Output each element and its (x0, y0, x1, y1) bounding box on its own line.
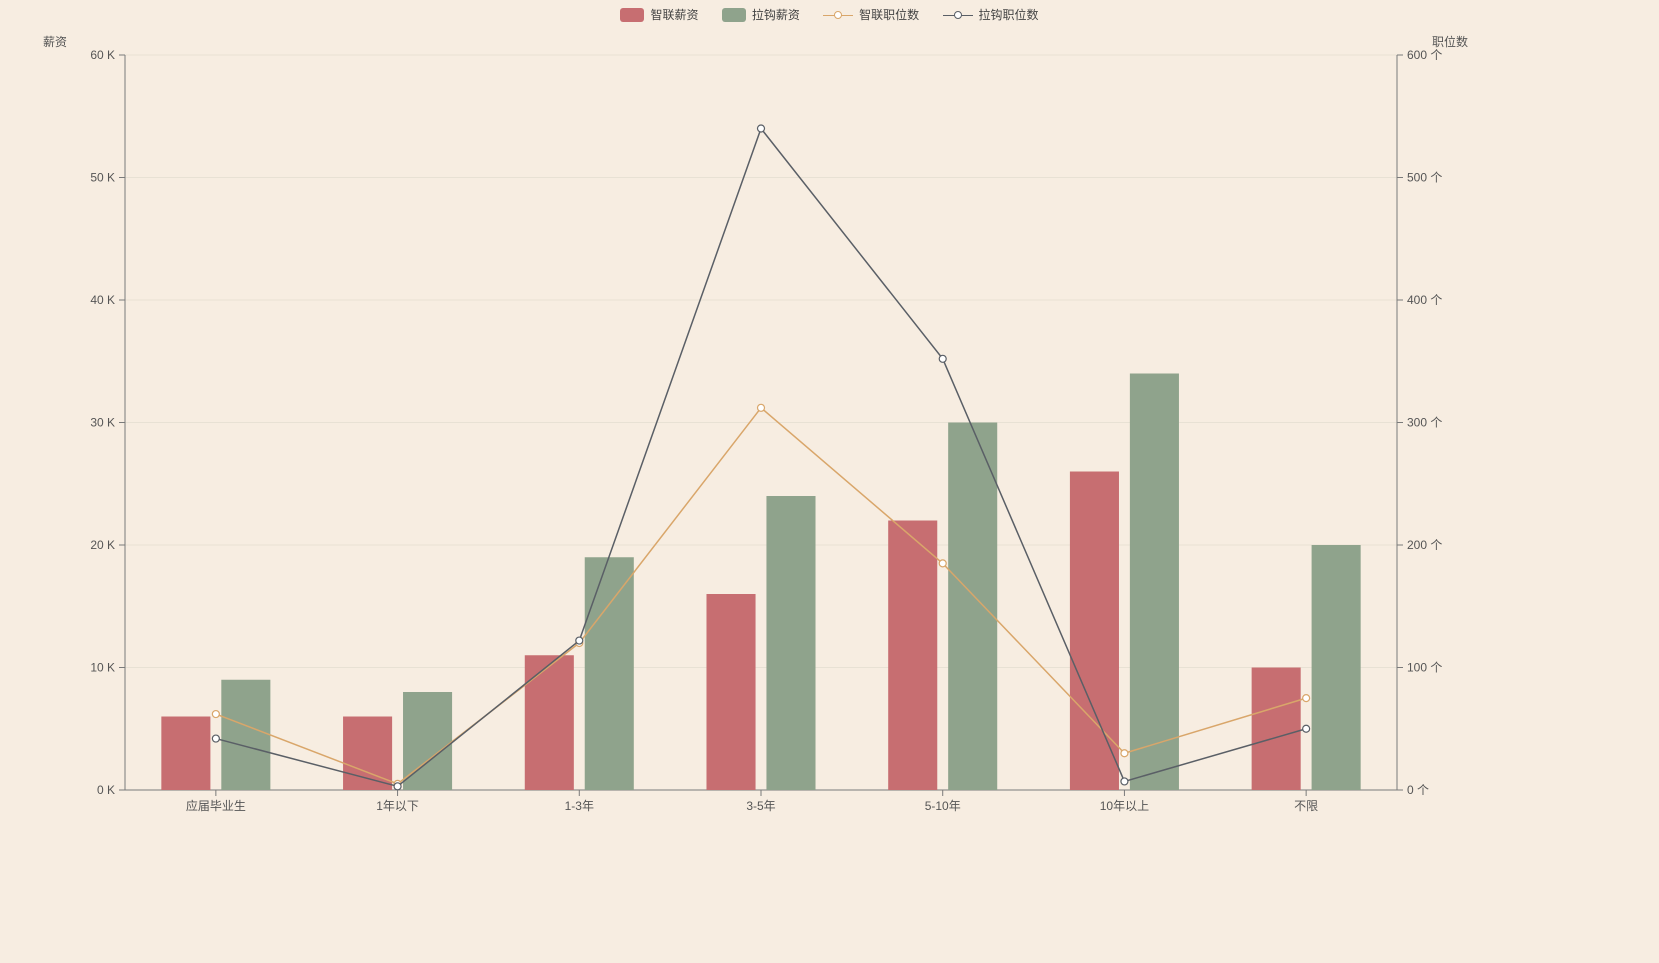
x-tick-label: 10年以上 (1100, 799, 1149, 813)
line-marker[interactable] (758, 125, 765, 132)
bar[interactable] (585, 557, 634, 790)
bar[interactable] (1312, 545, 1361, 790)
svg-text:0 个: 0 个 (1407, 783, 1429, 797)
bar[interactable] (161, 717, 210, 791)
combo-chart: 0 K 10 K 20 K 30 K 40 K 50 K 60 K 0 个 100 个 200 个… (0, 0, 1659, 963)
svg-text:300 个: 300 个 (1407, 416, 1442, 430)
x-tick-label: 3-5年 (746, 799, 775, 813)
bar[interactable] (888, 521, 937, 791)
x-tick-label: 1-3年 (565, 799, 594, 813)
line-marker[interactable] (1303, 725, 1310, 732)
bar[interactable] (525, 655, 574, 790)
line-marker[interactable] (939, 355, 946, 362)
svg-text:40 K: 40 K (90, 293, 115, 307)
svg-text:200 个: 200 个 (1407, 538, 1442, 552)
line-marker[interactable] (576, 637, 583, 644)
bar[interactable] (766, 496, 815, 790)
x-tick-label: 5-10年 (925, 799, 961, 813)
x-tick-label: 1年以下 (376, 799, 419, 813)
bar[interactable] (1070, 472, 1119, 791)
svg-text:0 K: 0 K (97, 783, 115, 797)
svg-text:50 K: 50 K (90, 171, 115, 185)
svg-text:600 个: 600 个 (1407, 48, 1442, 62)
line-marker[interactable] (212, 711, 219, 718)
svg-text:400 个: 400 个 (1407, 293, 1442, 307)
bar[interactable] (1252, 668, 1301, 791)
bar[interactable] (948, 423, 997, 791)
line-marker[interactable] (1303, 695, 1310, 702)
line-marker[interactable] (758, 404, 765, 411)
svg-text:500 个: 500 个 (1407, 171, 1442, 185)
line-marker[interactable] (394, 783, 401, 790)
svg-text:60 K: 60 K (90, 48, 115, 62)
x-tick-label: 不限 (1294, 799, 1318, 813)
svg-text:20 K: 20 K (90, 538, 115, 552)
x-tick-label: 应届毕业生 (186, 798, 246, 813)
svg-text:100 个: 100 个 (1407, 661, 1442, 675)
svg-text:10 K: 10 K (90, 661, 115, 675)
bar[interactable] (1130, 374, 1179, 791)
bar[interactable] (706, 594, 755, 790)
line-marker[interactable] (939, 560, 946, 567)
line-marker[interactable] (212, 735, 219, 742)
bar[interactable] (221, 680, 270, 790)
line-marker[interactable] (1121, 750, 1128, 757)
line-marker[interactable] (1121, 778, 1128, 785)
svg-text:30 K: 30 K (90, 416, 115, 430)
